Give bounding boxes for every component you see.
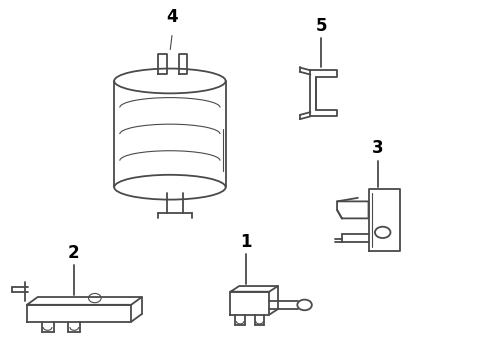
- Text: 3: 3: [372, 139, 384, 157]
- Text: 4: 4: [167, 8, 178, 26]
- Text: 5: 5: [315, 17, 327, 35]
- Text: 1: 1: [240, 233, 252, 251]
- Text: 2: 2: [68, 244, 80, 262]
